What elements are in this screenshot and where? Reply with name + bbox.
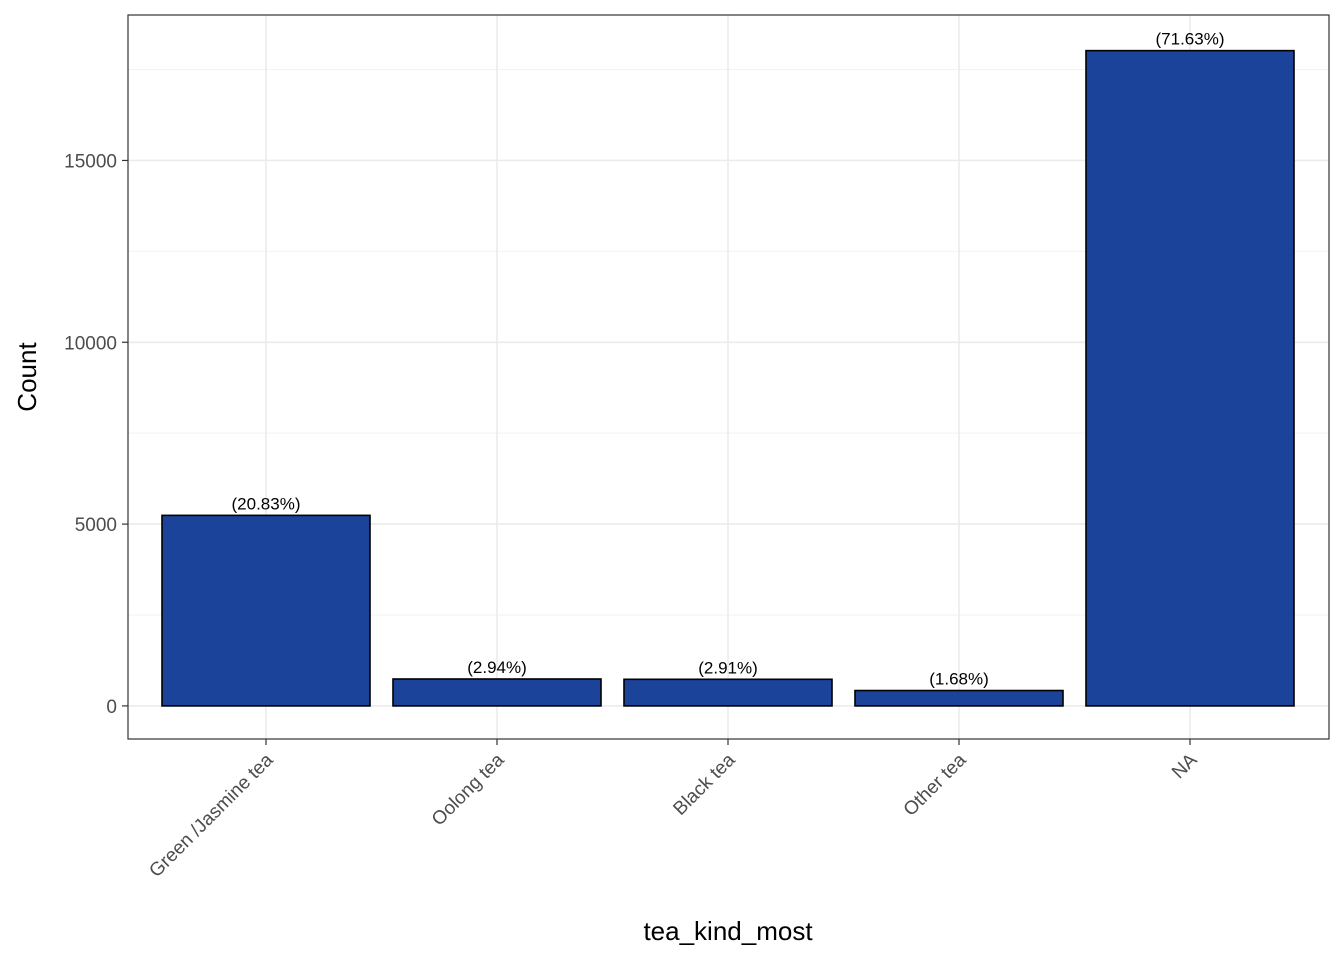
bar [392, 678, 602, 707]
bar-data-label: (2.91%) [698, 658, 758, 677]
y-axis-title: Count [12, 342, 42, 412]
bar-data-label: (71.63%) [1156, 30, 1225, 49]
x-tick-label: Green /Jasmine tea [145, 749, 277, 881]
x-axis-title: tea_kind_most [643, 916, 813, 946]
bar-data-label: (1.68%) [929, 670, 989, 689]
bar [1085, 49, 1295, 707]
bar-data-label: (2.94%) [467, 658, 527, 677]
x-tick-label: Oolong tea [428, 749, 509, 830]
bar [161, 514, 371, 707]
bar [854, 689, 1064, 707]
x-tick-label: Black tea [669, 749, 739, 819]
bars [161, 49, 1295, 707]
x-tick-label: Other tea [900, 749, 971, 820]
y-tick-label: 0 [106, 697, 117, 718]
y-tick-label: 15000 [64, 151, 117, 172]
x-tick-label: NA [1168, 749, 1202, 783]
y-tick-label: 10000 [64, 333, 117, 354]
y-tick-label: 5000 [75, 515, 117, 536]
bar-data-label: (20.83%) [232, 494, 301, 513]
x-axis: Green /Jasmine tea Oolong tea Black tea Oth… [145, 739, 1202, 882]
grid-lines [128, 15, 1329, 739]
bar [623, 678, 833, 707]
y-axis: 0 5000 10000 15000 [64, 151, 128, 718]
bar-labels: (20.83%) (2.94%) (2.91%) (1.68%) (71.63%) [232, 30, 1225, 689]
